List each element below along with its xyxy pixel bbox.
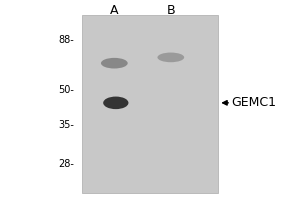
FancyBboxPatch shape <box>82 15 218 193</box>
Text: 35-: 35- <box>58 120 74 130</box>
Text: 50-: 50- <box>58 85 74 95</box>
Text: B: B <box>167 4 175 17</box>
Ellipse shape <box>101 58 128 69</box>
Ellipse shape <box>158 53 184 62</box>
Text: A: A <box>110 4 118 17</box>
Ellipse shape <box>103 97 128 109</box>
Text: 88-: 88- <box>58 35 74 45</box>
Text: 28-: 28- <box>58 159 74 169</box>
Text: GEMC1: GEMC1 <box>232 96 277 109</box>
